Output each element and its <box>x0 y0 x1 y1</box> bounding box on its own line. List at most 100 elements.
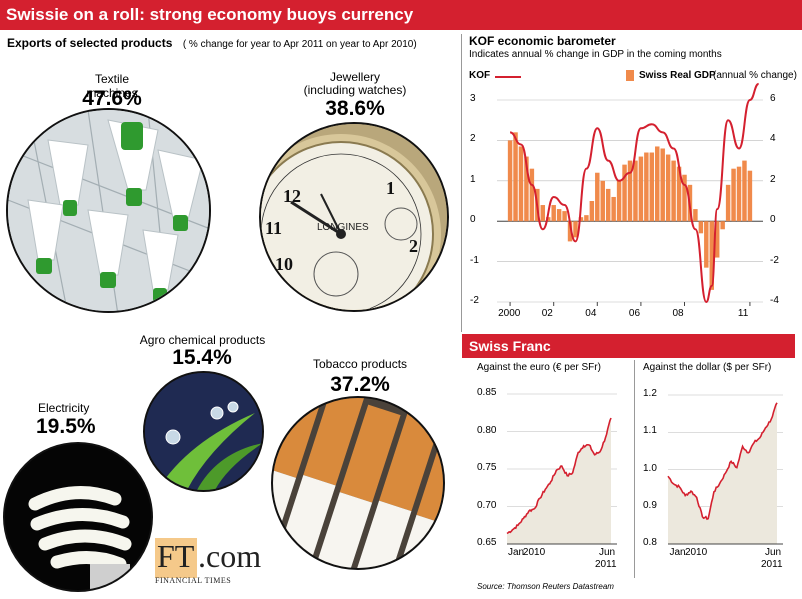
tobacco-image <box>271 396 445 570</box>
dollar-chart-x-tick: 2011 <box>761 559 783 570</box>
euro-chart-line <box>506 417 612 535</box>
gdp-bar <box>698 221 704 234</box>
svg-text:11: 11 <box>265 218 282 238</box>
kof-right-tick: 4 <box>770 133 776 145</box>
divider <box>461 34 462 332</box>
legend-kof-label: KOF <box>469 70 491 81</box>
euro-chart-title: Against the euro (€ per SFr) <box>477 362 601 373</box>
kof-chart <box>497 82 763 306</box>
gdp-bar <box>584 215 589 222</box>
euro-chart-y-tick: 0.65 <box>477 537 497 548</box>
gdp-bar <box>562 211 567 222</box>
gdp-bar <box>573 221 578 238</box>
gdp-bar <box>616 180 622 222</box>
kof-right-tick: -4 <box>770 295 779 306</box>
gdp-bar <box>725 184 731 222</box>
svg-text:10: 10 <box>275 254 293 274</box>
export-value-agro: 15.4% <box>172 346 232 369</box>
kof-x-tick: 04 <box>585 308 597 319</box>
kof-x-tick: 08 <box>672 308 684 319</box>
light-bulb-icon <box>5 444 151 590</box>
gdp-bar <box>524 156 529 222</box>
gdp-bar <box>600 180 605 222</box>
euro-chart-y-tick: 0.85 <box>477 387 497 398</box>
gdp-bar <box>660 148 665 222</box>
svg-text:LONGINES: LONGINES <box>317 222 369 233</box>
gdp-bar <box>655 146 660 222</box>
gdp-bar <box>714 221 720 258</box>
kof-right-tick: -2 <box>770 254 779 266</box>
gdp-bar <box>551 205 556 222</box>
export-label-electricity: Electricity <box>38 401 90 415</box>
cigarettes-icon <box>273 398 443 568</box>
export-label-tobacco: Tobacco products <box>312 357 408 371</box>
euro-chart-y-tick: 0.75 <box>477 462 497 473</box>
gdp-bar <box>540 205 546 222</box>
gdp-bar <box>736 166 742 222</box>
euro-chart-x-tick: 2010 <box>522 547 546 558</box>
gdp-bar <box>638 156 644 222</box>
euro-chart-x-tick: Jan <box>507 547 525 558</box>
exports-title: Exports of selected products <box>7 36 173 50</box>
page-title: Swissie on a roll: strong economy buoys … <box>0 0 802 30</box>
legend-gdp-swatch <box>626 70 634 81</box>
svg-text:2: 2 <box>409 236 418 256</box>
gdp-bar <box>518 146 524 222</box>
franc-divider <box>634 360 635 578</box>
legend-kof-swatch <box>495 76 521 78</box>
dollar-chart-x-tick: 2010 <box>684 547 708 558</box>
ft-logo-text: FT <box>157 538 195 574</box>
gdp-bar <box>682 174 687 222</box>
export-value-tobacco: 37.2% <box>330 373 390 396</box>
dollar-chart-y-tick: 1.0 <box>643 462 657 474</box>
gdp-bar <box>709 221 714 290</box>
kof-right-tick: 6 <box>770 93 776 104</box>
gdp-bar <box>742 160 747 222</box>
gdp-bar <box>556 209 562 222</box>
kof-x-tick: 06 <box>628 308 641 319</box>
dollar-chart-y-tick: 0.8 <box>643 537 657 548</box>
euro-chart-x-tick: 2011 <box>595 559 617 570</box>
gdp-bar <box>644 152 649 222</box>
gdp-bar <box>693 209 698 222</box>
kof-x-tick: 02 <box>541 308 553 319</box>
ft-logo-tagline: FINANCIAL TIMES <box>155 576 232 585</box>
export-label-agro: Agro chemical products <box>139 333 266 347</box>
legend-gdp-note: (annual % change) <box>713 70 797 81</box>
euro-chart-y-tick: 0.80 <box>477 424 497 436</box>
kof-title: KOF economic barometer <box>469 34 616 48</box>
gdp-bar <box>731 168 736 222</box>
leaf-dew-icon <box>145 373 262 490</box>
kof-left-tick: 3 <box>470 93 476 104</box>
agro-chemical-image <box>143 371 264 492</box>
gdp-bar <box>665 154 671 222</box>
kof-left-tick: -2 <box>470 295 479 306</box>
gdp-bar <box>627 160 633 222</box>
gdp-bar <box>633 160 638 222</box>
gdp-bar <box>589 201 595 222</box>
dollar-chart-y-tick: 0.9 <box>643 499 657 511</box>
euro-chart-x-tick: Jun <box>599 547 616 558</box>
exports-header: Exports of selected products ( % change … <box>7 34 417 52</box>
export-value-jewellery: 38.6% <box>325 97 385 120</box>
euro-chart-y-tick: 0.70 <box>477 499 497 511</box>
export-value-electricity: 19.5% <box>36 415 96 438</box>
dollar-chart-title: Against the dollar ($ per SFr) <box>643 362 772 373</box>
gdp-bar <box>671 160 676 222</box>
legend-gdp-label: Swiss Real GDP <box>639 70 716 81</box>
export-value-textile: 47.6% <box>82 87 142 110</box>
svg-text:1: 1 <box>386 178 395 198</box>
gdp-bar <box>546 217 551 222</box>
kof-x-tick: 11 <box>737 308 749 319</box>
kof-left-tick: 2 <box>470 133 476 145</box>
dollar-chart-line <box>667 402 778 521</box>
gdp-bar <box>676 166 682 222</box>
ft-logo: FT .com FINANCIAL TIMES <box>155 538 265 590</box>
ft-logo-dotcom: .com <box>198 538 262 574</box>
gdp-bar <box>704 221 709 268</box>
euro-chart-area <box>507 418 611 544</box>
gdp-bar <box>595 172 600 222</box>
dollar-chart-y-tick: 1.2 <box>643 388 657 399</box>
